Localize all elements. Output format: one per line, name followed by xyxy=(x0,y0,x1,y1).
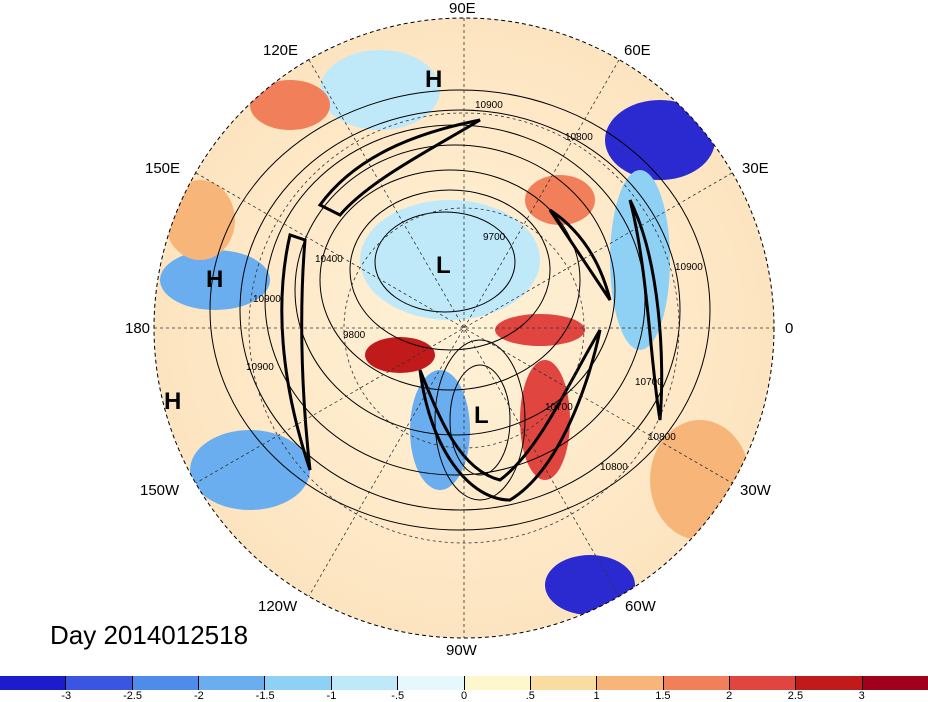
contour-label: 9700 xyxy=(483,232,506,243)
colorbar-swatch xyxy=(729,676,797,690)
colorbar-tick-label: .5 xyxy=(525,690,535,702)
colorbar-swatch xyxy=(132,676,200,690)
anomaly-blob xyxy=(250,80,330,130)
colorbar-swatch xyxy=(331,676,399,690)
lon-label: 30W xyxy=(740,482,771,499)
contour-line xyxy=(209,89,711,531)
contour-line xyxy=(294,144,616,436)
contour-label: 10900 xyxy=(246,362,274,373)
lon-label: 60E xyxy=(624,42,651,59)
high-pressure-center: H xyxy=(425,66,443,93)
high-pressure-center: H xyxy=(206,266,224,293)
anomaly-blob xyxy=(190,430,310,510)
colorbar xyxy=(0,676,928,690)
latitude-circle xyxy=(343,207,585,449)
colorbar-tick-label: -1 xyxy=(326,690,337,702)
colorbar-swatch xyxy=(597,676,664,690)
lon-label: 90E xyxy=(449,0,476,17)
anomaly-blob xyxy=(360,200,540,320)
contour-label: 10400 xyxy=(315,254,343,265)
colorbar-swatch xyxy=(663,676,730,690)
contour-line xyxy=(434,339,526,501)
colorbar-swatch xyxy=(796,676,863,690)
colorbar-tick-label: 1.5 xyxy=(655,690,671,702)
lon-label: 0 xyxy=(785,320,794,337)
lon-label: 150E xyxy=(145,160,181,177)
anomaly-blob xyxy=(160,250,270,310)
anomaly-blob xyxy=(525,175,595,225)
lon-label: 90W xyxy=(446,642,477,659)
map-background xyxy=(154,18,774,638)
low-pressure-center: L xyxy=(474,402,489,429)
lon-label: 120W xyxy=(258,598,298,615)
contour-line xyxy=(239,109,681,511)
contour-label: 10900 xyxy=(675,262,703,273)
colorbar-tick-label: -2 xyxy=(193,690,204,702)
colorbar-tick-label: 0 xyxy=(460,690,468,702)
polar-map: 10900 10800 9700 10400 10900 9800 10900 … xyxy=(153,17,775,639)
jet-streak xyxy=(317,118,481,217)
lon-label: 150W xyxy=(140,482,180,499)
map-border xyxy=(153,17,775,639)
contour-line xyxy=(349,189,551,351)
lon-label: 60W xyxy=(625,598,656,615)
contour-line xyxy=(319,169,581,391)
anomaly-blob xyxy=(365,337,435,373)
contour-label: 10900 xyxy=(475,100,503,111)
contour-label: 10800 xyxy=(565,132,593,143)
colorbar-tick-label: 3 xyxy=(858,690,865,702)
colorbar-swatch xyxy=(530,676,598,690)
contour-label: 10700 xyxy=(545,402,573,413)
anomaly-blob xyxy=(520,360,570,480)
colorbar-swatch xyxy=(199,676,266,690)
meridian-line xyxy=(308,59,620,597)
meridian-line xyxy=(195,172,733,484)
lon-label: 120E xyxy=(263,42,299,59)
jet-streak xyxy=(418,329,602,502)
colorbar-ticks: -3 -2.5 -2 -1.5 -1 -.5 0 .5 1 1.5 2 2.5 3 xyxy=(0,690,928,702)
day-title: Day 2014012518 xyxy=(50,620,249,650)
colorbar-tick-label: 2.5 xyxy=(787,690,804,702)
colorbar-swatch xyxy=(862,676,928,690)
jet-streak xyxy=(628,199,664,421)
colorbar-tick-label: -1.5 xyxy=(255,690,275,702)
colorbar-tick-label: 1 xyxy=(593,690,600,702)
colorbar-tick-label: -.5 xyxy=(391,690,405,702)
colorbar-swatch xyxy=(398,676,465,690)
jet-streak xyxy=(280,233,312,471)
anomaly-blob xyxy=(545,555,635,615)
contour-label: 10700 xyxy=(635,377,663,388)
anomaly-blob xyxy=(605,100,715,180)
lon-label: 30E xyxy=(742,160,769,177)
anomaly-blob xyxy=(495,314,585,346)
colorbar-tick-label: 2 xyxy=(726,690,733,702)
lon-label: 180 xyxy=(125,320,151,337)
colorbar-swatch xyxy=(0,676,67,690)
contour-label: 10800 xyxy=(648,432,676,443)
colorbar-tick-label: -3 xyxy=(61,690,72,702)
colorbar-swatch xyxy=(464,676,531,690)
contour-line xyxy=(449,364,511,476)
contour-label: 9800 xyxy=(343,330,366,341)
meridian-line xyxy=(195,172,733,484)
jet-streak xyxy=(548,208,612,301)
anomaly-blob xyxy=(320,50,440,130)
low-pressure-center: L xyxy=(436,252,451,279)
high-pressure-center: H xyxy=(164,388,182,415)
colorbar-swatch xyxy=(66,676,133,690)
contour-label: 10800 xyxy=(600,462,628,473)
meridian-line xyxy=(308,59,620,597)
contour-label: 10900 xyxy=(253,294,281,305)
colorbar-swatch xyxy=(265,676,332,690)
anomaly-blob xyxy=(165,180,235,260)
contour-line xyxy=(374,211,516,313)
colorbar-tick-label: -2.5 xyxy=(123,690,143,702)
